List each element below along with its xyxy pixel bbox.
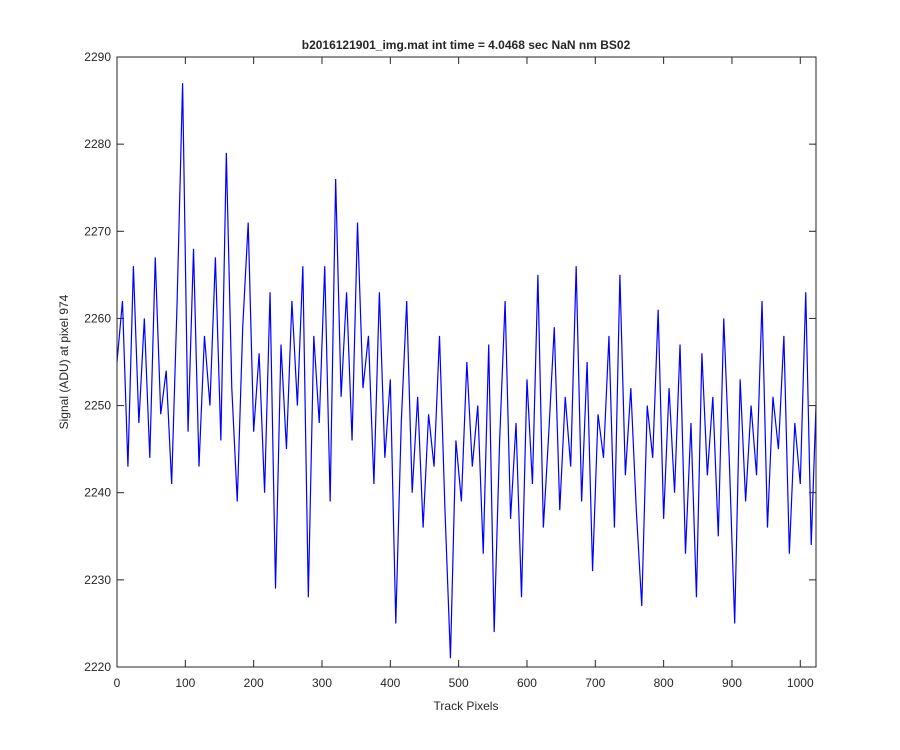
y-tick-label: 2260 bbox=[84, 311, 111, 325]
y-tick-label: 2230 bbox=[84, 573, 111, 587]
x-tick-label: 0 bbox=[114, 676, 121, 690]
x-axis-label: Track Pixels bbox=[434, 699, 499, 713]
x-tick-label: 500 bbox=[449, 676, 469, 690]
y-tick-label: 2270 bbox=[84, 224, 111, 238]
data-line bbox=[116, 83, 817, 659]
x-tick-label: 700 bbox=[585, 676, 605, 690]
y-axis-label: Signal (ADU) at pixel 974 bbox=[57, 294, 71, 429]
plot-frame bbox=[116, 56, 817, 668]
y-tick-label: 2250 bbox=[84, 399, 111, 413]
chart-title: b2016121901_img.mat int time = 4.0468 se… bbox=[302, 38, 631, 52]
x-tick-label: 800 bbox=[654, 676, 674, 690]
x-tick-label: 600 bbox=[517, 676, 537, 690]
y-tick-label: 2280 bbox=[84, 137, 111, 151]
x-tick-label: 400 bbox=[380, 676, 400, 690]
x-tick-label: 100 bbox=[175, 676, 195, 690]
y-tick-label: 2220 bbox=[84, 660, 111, 674]
x-tick-label: 300 bbox=[312, 676, 332, 690]
y-tick-label: 2240 bbox=[84, 486, 111, 500]
x-tick-label: 200 bbox=[244, 676, 264, 690]
y-tick-label: 2290 bbox=[84, 50, 111, 64]
x-tick-label: 900 bbox=[722, 676, 742, 690]
x-tick-label: 1000 bbox=[787, 676, 814, 690]
